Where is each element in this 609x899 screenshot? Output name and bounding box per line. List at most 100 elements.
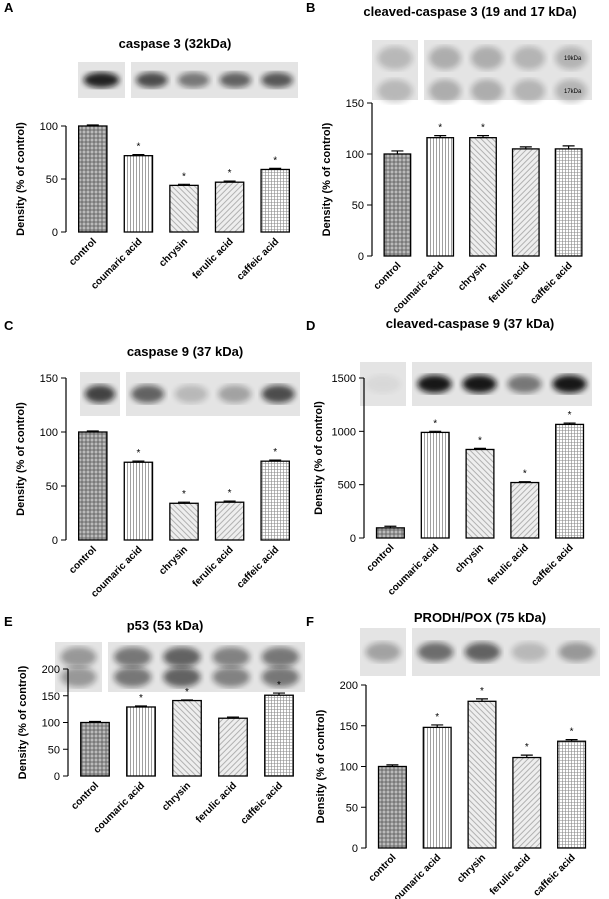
significance-mark: * bbox=[525, 742, 529, 753]
blot-band bbox=[417, 642, 454, 662]
error-bar bbox=[178, 501, 190, 504]
bar bbox=[555, 423, 585, 539]
bar bbox=[78, 431, 108, 541]
error-bar bbox=[476, 698, 488, 702]
error-bar bbox=[429, 430, 442, 433]
chart-title: cleaved-caspase 3 (19 and 17 kDa) bbox=[363, 4, 576, 19]
error-bar bbox=[132, 460, 145, 463]
x-tick-label: ferulic acid bbox=[194, 780, 239, 825]
panel-label: E bbox=[4, 614, 13, 629]
blot-band bbox=[555, 46, 587, 70]
y-tick-label: 0 bbox=[352, 843, 358, 855]
blot-band bbox=[261, 384, 295, 404]
bar bbox=[123, 155, 154, 233]
chart-title: PRODH/POX (75 kDa) bbox=[414, 610, 546, 625]
blot-image bbox=[360, 361, 592, 407]
panel-label: A bbox=[4, 0, 14, 15]
y-tick-label: 100 bbox=[346, 149, 364, 161]
y-tick-label: 0 bbox=[350, 533, 356, 545]
blot-band bbox=[464, 642, 501, 662]
blot-image bbox=[80, 371, 300, 417]
blot-band bbox=[462, 374, 497, 394]
x-tick-label: ferulic acid bbox=[486, 542, 531, 587]
blot-band bbox=[377, 46, 413, 70]
y-tick-label: 50 bbox=[46, 174, 58, 186]
significance-mark: * bbox=[480, 686, 484, 697]
bar bbox=[420, 431, 450, 539]
panel: B 19kDa 17kDa cleaved-caspase 3 (19 and 17 … bbox=[306, 0, 592, 316]
chart-title: caspase 3 (32kDa) bbox=[119, 36, 232, 51]
x-tick-label: caffeic acid bbox=[235, 236, 281, 282]
blot-band bbox=[417, 374, 452, 394]
bar bbox=[426, 137, 455, 257]
significance-mark: * bbox=[139, 693, 143, 704]
y-axis-label: Density (% of control) bbox=[17, 665, 29, 779]
error-bar bbox=[477, 135, 489, 138]
significance-mark: * bbox=[185, 687, 189, 698]
bar bbox=[510, 481, 540, 539]
panel-label: B bbox=[306, 0, 315, 15]
y-tick-label: 100 bbox=[40, 121, 58, 133]
significance-mark: * bbox=[481, 123, 485, 134]
y-tick-label: 500 bbox=[338, 480, 356, 492]
panel-label: D bbox=[306, 318, 315, 333]
significance-mark: * bbox=[228, 168, 232, 179]
bar bbox=[169, 502, 199, 541]
error-bar bbox=[89, 720, 101, 723]
y-tick-label: 150 bbox=[340, 721, 358, 733]
blot-band bbox=[555, 79, 587, 103]
bar bbox=[260, 168, 290, 233]
x-tick-label: control bbox=[69, 780, 101, 812]
error-bar bbox=[132, 154, 145, 156]
bar bbox=[557, 740, 587, 849]
significance-mark: * bbox=[478, 435, 482, 446]
x-tick-label: caffeic acid bbox=[239, 780, 285, 826]
error-bar bbox=[135, 705, 147, 707]
bar bbox=[80, 721, 110, 777]
y-axis-label: Density (% of control) bbox=[313, 401, 325, 515]
band-label: 19kDa bbox=[564, 56, 582, 62]
panel: F PRODH/POX (75 kDa) 0 50 100 150 200 Density (… bbox=[306, 610, 600, 899]
bar bbox=[554, 148, 583, 257]
bar bbox=[260, 460, 290, 541]
blot-gap bbox=[120, 371, 126, 417]
blot-band bbox=[219, 72, 252, 88]
blot-band bbox=[511, 642, 548, 662]
y-tick-label: 50 bbox=[352, 200, 364, 212]
significance-mark: * bbox=[273, 155, 277, 166]
panel-label: C bbox=[4, 318, 14, 333]
blot-band bbox=[261, 72, 293, 88]
error-bar bbox=[269, 459, 282, 462]
error-bar bbox=[181, 699, 193, 701]
bar bbox=[214, 501, 245, 541]
blot-band bbox=[84, 384, 116, 404]
blot-band bbox=[552, 374, 587, 394]
y-tick-label: 50 bbox=[346, 802, 358, 814]
y-tick-label: 100 bbox=[340, 762, 358, 774]
significance-mark: * bbox=[523, 469, 527, 480]
bar bbox=[78, 125, 108, 233]
blot-band bbox=[365, 642, 401, 662]
bar bbox=[383, 153, 412, 257]
blot-band bbox=[377, 79, 413, 103]
x-tick-label: caffeic acid bbox=[531, 852, 577, 898]
y-tick-label: 50 bbox=[46, 481, 58, 493]
blot-band bbox=[131, 384, 165, 404]
band-label: 17kDa bbox=[564, 89, 582, 95]
bar bbox=[375, 527, 405, 539]
blot-band bbox=[471, 46, 503, 70]
x-tick-label: chrysin bbox=[160, 780, 193, 813]
blot-band bbox=[471, 79, 503, 103]
y-axis-label: Density (% of control) bbox=[315, 709, 327, 823]
chart-title: caspase 9 (37 kDa) bbox=[127, 344, 243, 359]
error-bar bbox=[431, 724, 444, 728]
y-tick-label: 200 bbox=[340, 680, 358, 692]
y-tick-label: 0 bbox=[52, 227, 58, 239]
blot-band bbox=[136, 72, 168, 88]
bar bbox=[123, 461, 154, 541]
error-bar bbox=[519, 146, 532, 149]
